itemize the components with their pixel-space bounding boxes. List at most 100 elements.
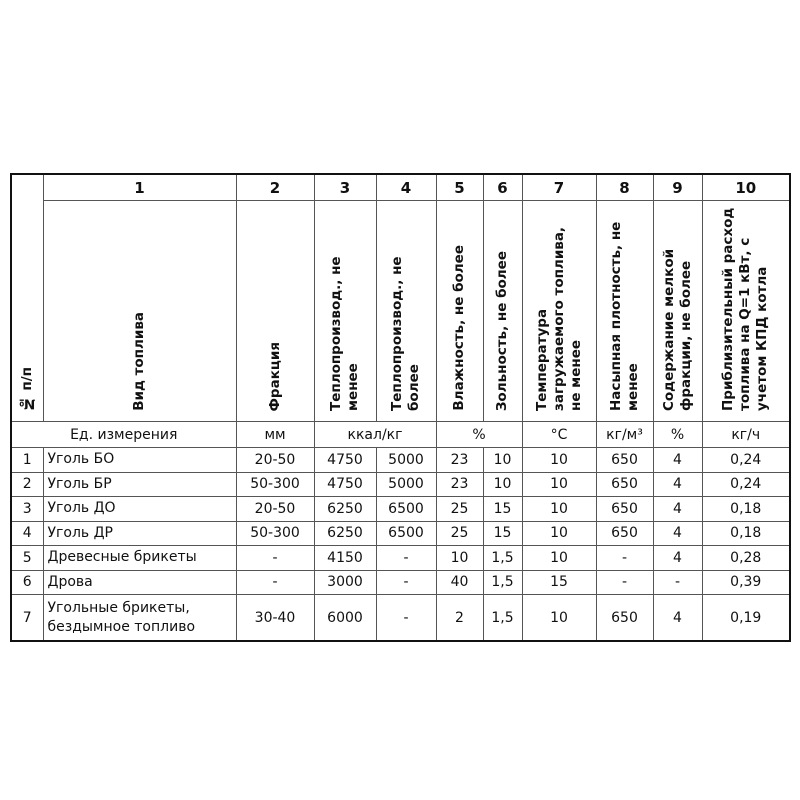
temperature-cell: 10 [521, 520, 597, 546]
density-cell: 650 [595, 520, 654, 546]
heat-min-cell: 4750 [313, 471, 377, 497]
moisture-cell: 25 [435, 520, 484, 546]
fraction-cell: 20-50 [235, 447, 315, 473]
consumption-cell: 0,24 [701, 471, 791, 497]
column-number: 3 [313, 173, 377, 201]
temperature-cell: 15 [521, 569, 597, 595]
column-header: Приблизительный расход топлива на Q=1 кВ… [701, 200, 791, 422]
row-number-cell: 2 [10, 471, 44, 497]
ash-cell: 15 [482, 496, 523, 522]
fuel-type-cell: Уголь БР [42, 471, 237, 497]
fraction-cell: 20-50 [235, 496, 315, 522]
units-row: Ед. измерения мм ккал/кг % °С кг/м³ % кг… [10, 421, 791, 448]
row-number-cell: 6 [10, 569, 44, 595]
fuel-type-cell: Древесные брикеты [42, 545, 237, 571]
fuel-type-cell: Уголь БО [42, 447, 237, 473]
heat-min-cell: 6250 [313, 496, 377, 522]
moisture-cell: 23 [435, 471, 484, 497]
heat-max-cell: 6500 [375, 496, 437, 522]
row-number-cell: 4 [10, 520, 44, 546]
moisture-cell: 23 [435, 447, 484, 473]
fraction-cell: 30-40 [235, 594, 315, 642]
density-cell: - [595, 569, 654, 595]
table-row: 4 Уголь ДР 50-300 6250 6500 25 15 10 650 4 0,18 [10, 520, 791, 546]
fraction-cell: 50-300 [235, 520, 315, 546]
unit-density: кг/м³ [595, 421, 654, 448]
fines-cell: 4 [652, 447, 703, 473]
consumption-cell: 0,18 [701, 496, 791, 522]
density-cell: - [595, 545, 654, 571]
column-number: 6 [482, 173, 523, 201]
ash-cell: 1,5 [482, 594, 523, 642]
consumption-cell: 0,39 [701, 569, 791, 595]
moisture-cell: 2 [435, 594, 484, 642]
unit-percent: % [435, 421, 523, 448]
unit-fraction: мм [235, 421, 315, 448]
column-header-label: Теплопроизвод., не менее [328, 256, 361, 411]
row-number-cell: 5 [10, 545, 44, 571]
ash-cell: 1,5 [482, 545, 523, 571]
heat-max-cell: - [375, 594, 437, 642]
column-header: Теплопроизвод., не менее [313, 200, 377, 422]
row-number-header-label: № п/п [18, 366, 35, 411]
fuel-type-cell: Уголь ДО [42, 496, 237, 522]
column-number-row: № п/п 1 2 3 4 5 6 7 8 9 10 [10, 173, 791, 422]
heat-min-cell: 4150 [313, 545, 377, 571]
column-header-label: Насыпная плотность, не менее [607, 221, 641, 411]
unit-heat: ккал/кг [313, 421, 437, 448]
ash-cell: 1,5 [482, 569, 523, 595]
table-row: 7 Угольные брикеты, бездымное топливо 30-4… [10, 594, 791, 642]
consumption-cell: 0,18 [701, 520, 791, 546]
fines-cell: - [652, 569, 703, 595]
column-header-label: Влажность, не более [451, 245, 467, 411]
temperature-cell: 10 [521, 447, 597, 473]
density-cell: 650 [595, 594, 654, 642]
row-number-cell: 1 [10, 447, 44, 473]
heat-max-cell: - [375, 545, 437, 571]
column-number: 9 [652, 173, 703, 201]
temperature-cell: 10 [521, 545, 597, 571]
column-number: 4 [375, 173, 437, 201]
heat-min-cell: 6250 [313, 520, 377, 546]
fines-cell: 4 [652, 471, 703, 497]
column-header: Температура загружаемого топлива, не мен… [521, 200, 597, 422]
density-cell: 650 [595, 496, 654, 522]
row-number-cell: 7 [10, 594, 44, 642]
temperature-cell: 10 [521, 471, 597, 497]
ash-cell: 15 [482, 520, 523, 546]
fraction-cell: 50-300 [235, 471, 315, 497]
table-row: 2 Уголь БР 50-300 4750 5000 23 10 10 650 4 0,24 [10, 471, 791, 497]
temperature-cell: 10 [521, 496, 597, 522]
column-header: Фракция [235, 200, 315, 422]
density-cell: 650 [595, 447, 654, 473]
fines-cell: 4 [652, 496, 703, 522]
fuel-type-cell: Угольные брикеты, бездымное топливо [42, 594, 237, 642]
column-header: Вид топлива [42, 200, 237, 422]
fraction-cell: - [235, 569, 315, 595]
column-header-row: Вид топлива Фракция Теплопроизвод., не м… [11, 200, 791, 422]
column-header-label: Зольность, не более [494, 250, 510, 411]
table-row: 6 Дрова -3000-40 1,5 15- -0,39 [10, 569, 791, 595]
heat-max-cell: 6500 [375, 520, 437, 546]
moisture-cell: 25 [435, 496, 484, 522]
ash-cell: 10 [482, 447, 523, 473]
heat-min-cell: 3000 [313, 569, 377, 595]
unit-fines: % [652, 421, 703, 448]
heat-max-cell: - [375, 569, 437, 595]
consumption-cell: 0,24 [701, 447, 791, 473]
fraction-cell: - [235, 545, 315, 571]
unit-temperature: °С [521, 421, 597, 448]
column-header-label: Вид топлива [131, 312, 147, 411]
table-row: 5 Древесные брикеты -4150-10 1,5 10-4 0,28 [10, 545, 791, 571]
units-label: Ед. измерения [10, 421, 237, 448]
temperature-cell: 10 [521, 594, 597, 642]
unit-consumption: кг/ч [701, 421, 791, 448]
column-header-label: Теплопроизвод., не более [389, 256, 422, 411]
consumption-cell: 0,19 [701, 594, 791, 642]
moisture-cell: 10 [435, 545, 484, 571]
ash-cell: 10 [482, 471, 523, 497]
column-number: 8 [595, 173, 654, 201]
fines-cell: 4 [652, 520, 703, 546]
column-number: 2 [235, 173, 315, 201]
column-header-label: Приблизительный расход топлива на Q=1 кВ… [720, 207, 771, 411]
